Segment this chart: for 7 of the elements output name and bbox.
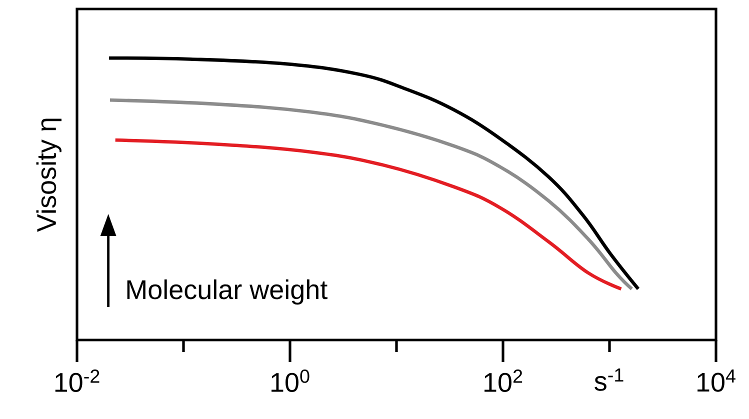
annotation: Molecular weight bbox=[127, 279, 328, 305]
x-tick-label: 10$^{0}$ bbox=[272, 370, 310, 392]
x-tick-label: 10$^{4}$ bbox=[698, 370, 736, 392]
x-tick-label: 10$^{-2}$ bbox=[55, 370, 100, 392]
x-axis-title: s$^{-1}$ bbox=[594, 368, 624, 391]
x-tick-label: 10$^{2}$ bbox=[484, 370, 522, 392]
y-axis-title: Visosity η bbox=[36, 118, 62, 232]
